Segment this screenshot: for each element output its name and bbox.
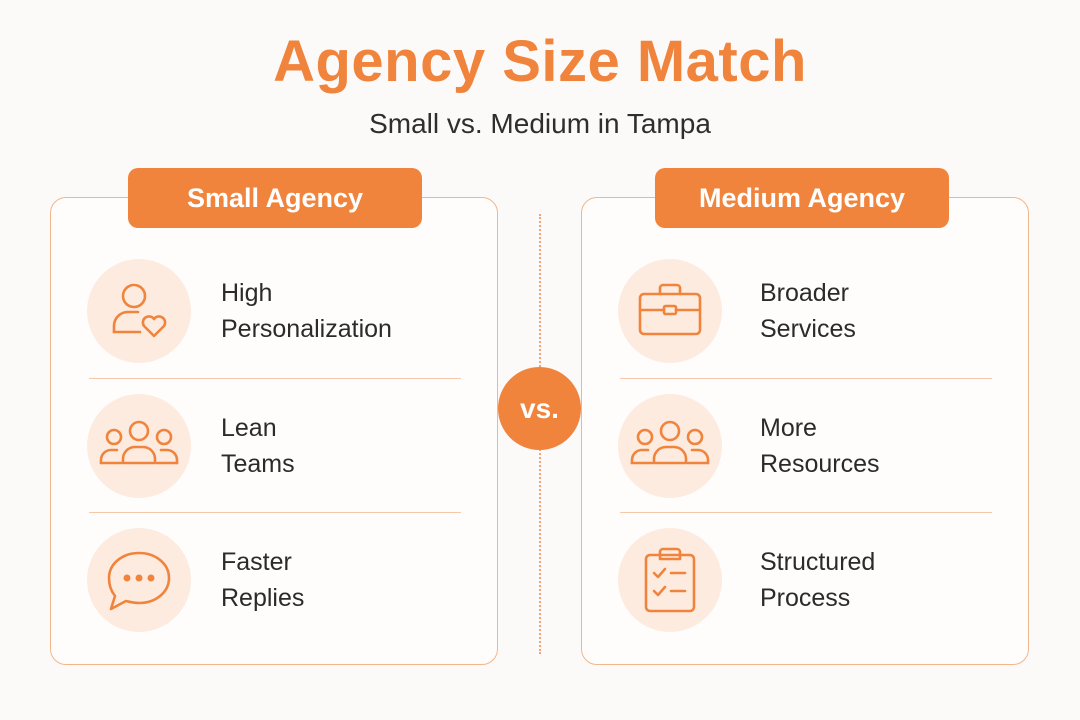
item-label-line2: Services (760, 315, 856, 343)
team-icon (99, 420, 179, 465)
item-label-line2: Personalization (221, 315, 392, 343)
medium-agency-heading: Medium Agency (655, 168, 949, 228)
page-title: Agency Size Match (273, 29, 807, 94)
item-label-line2: Replies (221, 584, 305, 612)
item-label-line1: Lean (221, 414, 277, 442)
divider (89, 512, 461, 513)
list-item-broader-services: Broader Services (618, 252, 992, 370)
list-item-faster-replies: Faster Replies (87, 521, 461, 639)
item-label-line1: High (221, 279, 273, 307)
item-label-line1: Faster (221, 548, 292, 576)
list-item-structured-process: Structured Process (618, 521, 992, 639)
list-item-high-personalization: High Personalization (87, 252, 461, 370)
divider (620, 512, 992, 513)
small-agency-panel: Small Agency High Personalization (50, 168, 498, 665)
small-agency-heading: Small Agency (128, 168, 422, 228)
person-heart-icon (112, 283, 167, 338)
chat-bubble-icon (107, 551, 171, 611)
item-label-line2: Resources (760, 450, 880, 478)
team-icon (630, 420, 710, 465)
medium-agency-panel: Medium Agency Broader Services (581, 168, 1029, 665)
item-label-line2: Process (760, 584, 851, 612)
page-subtitle: Small vs. Medium in Tampa (369, 108, 711, 139)
vs-badge: vs. (498, 367, 581, 450)
item-label-line1: Structured (760, 548, 876, 576)
item-label-line1: More (760, 414, 817, 442)
briefcase-icon (638, 283, 702, 336)
list-item-more-resources: More Resources (618, 387, 992, 505)
item-label-line2: Teams (221, 450, 295, 478)
divider (620, 378, 992, 379)
divider (89, 378, 461, 379)
list-item-lean-teams: Lean Teams (87, 387, 461, 505)
clipboard-checklist-icon (644, 547, 696, 613)
item-label-line1: Broader (760, 279, 849, 307)
